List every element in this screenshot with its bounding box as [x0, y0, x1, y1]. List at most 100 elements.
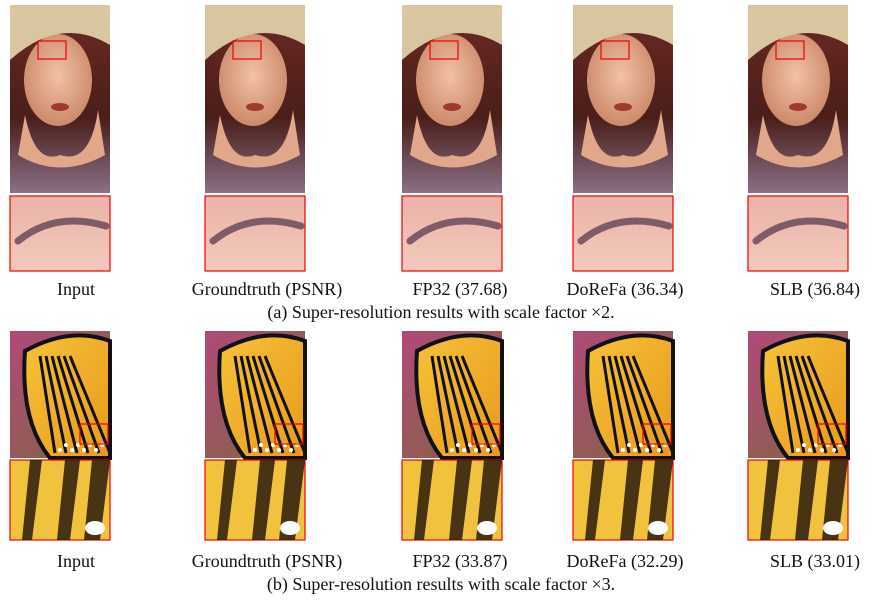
spot: [808, 448, 812, 452]
image-panel: [401, 5, 503, 272]
spot: [253, 448, 257, 452]
vein: [454, 355, 493, 454]
image-label: Groundtruth (PSNR): [192, 551, 343, 572]
brow: [14, 217, 110, 245]
lips: [614, 103, 632, 111]
stripe: [84, 460, 110, 540]
figure-caption: (b) Super-resolution results with scale …: [267, 574, 615, 595]
zoom-box: [79, 423, 109, 445]
image-panel: [204, 5, 306, 272]
brow: [577, 217, 673, 245]
hat: [205, 5, 305, 60]
spot: [468, 443, 472, 447]
image-label: FP32 (33.87): [412, 551, 507, 572]
spot: [94, 448, 98, 452]
vein: [782, 355, 806, 454]
hands: [213, 110, 300, 168]
spot: [280, 521, 300, 535]
vein: [460, 355, 504, 454]
wing: [217, 333, 307, 460]
lips: [246, 103, 264, 111]
brow: [209, 217, 305, 245]
stripe: [647, 460, 673, 540]
hands: [581, 110, 668, 168]
lips: [443, 103, 461, 111]
spot: [832, 448, 836, 452]
vein: [233, 355, 252, 454]
image-panel: [572, 5, 674, 272]
vein: [776, 355, 795, 454]
image-panel: [401, 331, 504, 541]
spot: [456, 443, 460, 447]
spot: [462, 448, 466, 452]
spot: [474, 448, 478, 452]
spot: [657, 448, 661, 452]
image-label: FP32 (37.68): [412, 279, 507, 300]
zoom-box: [37, 40, 67, 60]
spot: [82, 448, 86, 452]
vein: [436, 355, 460, 454]
spot: [450, 448, 454, 452]
image-label: DoReFa (32.29): [567, 551, 684, 572]
lips: [789, 103, 807, 111]
stripe: [22, 460, 42, 540]
vein: [44, 355, 68, 454]
stripe: [476, 460, 502, 540]
spot: [627, 443, 631, 447]
vein: [263, 355, 307, 454]
spot: [259, 443, 263, 447]
vein: [613, 355, 642, 454]
image-panel: [747, 331, 850, 541]
vein: [68, 355, 112, 454]
spot: [70, 448, 74, 452]
wing: [760, 333, 850, 460]
vein: [38, 355, 57, 454]
image-panel: [9, 331, 112, 541]
spot: [621, 448, 625, 452]
spot: [645, 448, 649, 452]
stripe: [449, 460, 472, 540]
spot: [648, 521, 668, 535]
vein: [601, 355, 620, 454]
wing: [585, 333, 675, 460]
vein: [62, 355, 101, 454]
wing: [22, 333, 112, 460]
spot: [76, 443, 80, 447]
image-label: SLB (36.84): [770, 279, 860, 300]
brow: [752, 217, 848, 245]
stripe: [57, 460, 80, 540]
image-panel: [9, 5, 111, 272]
spot: [277, 448, 281, 452]
spot: [265, 448, 269, 452]
spot: [477, 521, 497, 535]
zoom-box: [471, 423, 501, 445]
vein: [442, 355, 471, 454]
vein: [607, 355, 631, 454]
image-label: SLB (33.01): [770, 551, 860, 572]
vein: [50, 355, 79, 454]
zoom-box: [775, 40, 805, 60]
vein: [257, 355, 296, 454]
spot: [64, 443, 68, 447]
hat: [748, 5, 848, 60]
lips: [51, 103, 69, 111]
zoom-box: [429, 40, 459, 60]
stripe: [795, 460, 818, 540]
vein: [806, 355, 850, 454]
image-label: Groundtruth (PSNR): [192, 279, 343, 300]
image-label: DoReFa (36.34): [567, 279, 684, 300]
stripe: [585, 460, 605, 540]
spot: [289, 448, 293, 452]
stripe: [279, 460, 305, 540]
vein: [794, 355, 828, 454]
zoom-box: [232, 40, 262, 60]
spot: [814, 443, 818, 447]
image-label: Input: [57, 279, 95, 299]
vein: [245, 355, 274, 454]
spot: [639, 443, 643, 447]
hands: [18, 110, 105, 168]
vein: [448, 355, 482, 454]
zoom-box: [817, 423, 847, 445]
spot: [796, 448, 800, 452]
